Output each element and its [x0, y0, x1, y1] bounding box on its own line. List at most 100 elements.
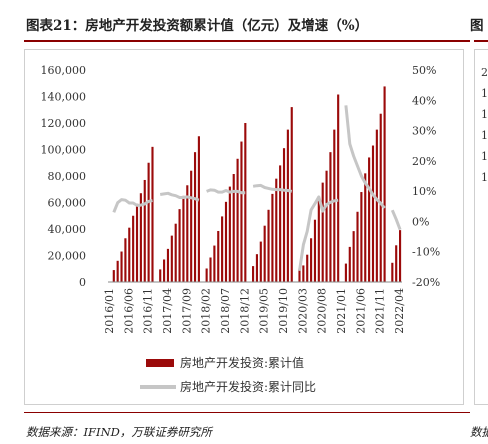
bar: [360, 192, 363, 282]
y-left-tick-labels: 0 20,000 40,000 60,000 80,000 100,000 120,000 1…: [41, 64, 87, 289]
bar: [135, 203, 139, 282]
legend-line-label: 房地产开发投资:累计同比: [180, 379, 316, 394]
bar: [120, 251, 123, 282]
next-chart-tick: 1: [481, 150, 488, 163]
footer-rule: [24, 412, 470, 413]
bar: [143, 179, 146, 282]
bar: [240, 141, 243, 282]
chart-panel: [24, 49, 464, 405]
x-tick: 2018/02: [200, 288, 213, 334]
x-tick: 2021/01: [335, 288, 348, 334]
y-right-tick: -20%: [412, 276, 440, 289]
bar: [193, 152, 197, 282]
y-right-tick: 20%: [412, 155, 436, 168]
bar: [221, 216, 224, 282]
y-right-tick: -10%: [412, 246, 440, 259]
next-title-underline: [474, 40, 488, 42]
bar: [163, 259, 166, 282]
bar: [159, 269, 162, 282]
bar: [124, 238, 127, 282]
x-tick: 2020/03: [296, 288, 309, 334]
next-chart-tick: 1: [481, 108, 488, 121]
source-note: 数据来源：IFIND，万联证券研究所: [26, 425, 212, 439]
bar: [190, 170, 193, 282]
bar: [375, 129, 378, 282]
x-tick: 2022/04: [393, 288, 406, 334]
bar: [395, 245, 398, 282]
bar: [174, 223, 177, 282]
y-left-tick: 120,000: [41, 117, 87, 130]
bar: [205, 268, 208, 282]
y-left-tick: 80,000: [48, 170, 87, 183]
legend-bar-label: 房地产开发投资:累计值: [180, 355, 304, 370]
bar: [282, 148, 286, 282]
bar: [325, 170, 328, 282]
bar: [128, 227, 131, 282]
bar: [337, 94, 340, 282]
yoy-line-segment: [252, 183, 293, 193]
x-tick: 2016/06: [122, 288, 135, 334]
bar: [209, 257, 212, 282]
bar: [383, 86, 386, 283]
bar: [116, 260, 119, 282]
bar: [275, 178, 278, 282]
y-left-tick: 0: [79, 276, 86, 289]
bar: [213, 245, 216, 282]
bar: [279, 165, 282, 282]
bar: [271, 193, 274, 282]
next-chart-tick: 1: [481, 87, 488, 100]
yoy-line-segment: [344, 105, 386, 210]
bar: [147, 162, 150, 282]
next-chart-ticks: 2 1 1 1 1 1: [481, 62, 488, 188]
bar: [333, 129, 336, 282]
bar: [132, 215, 135, 282]
bar: [290, 107, 293, 282]
bar: [313, 219, 317, 282]
bar: [170, 235, 173, 282]
yoy-line-segment: [206, 188, 246, 195]
x-tick-labels: 2016/01 2016/06 2016/11 2017/04 2017/09 2018/…: [103, 288, 406, 334]
bar: [224, 201, 228, 282]
next-chart-tick: 1: [481, 171, 488, 184]
x-tick: 2017/09: [180, 288, 193, 334]
bar: [368, 157, 371, 282]
bar: [371, 145, 375, 282]
bar: [217, 230, 220, 282]
title-bar: 图表21：房地产开发投资额累计值（亿元）及增速（%） 图: [0, 0, 488, 40]
bar: [236, 158, 239, 282]
yoy-line-segment: [298, 195, 339, 272]
bar-series: [112, 86, 402, 283]
bar: [348, 246, 351, 282]
y-left-tick: 60,000: [48, 197, 87, 210]
bar: [317, 199, 320, 282]
x-tick: 2018/07: [219, 288, 232, 334]
bar: [391, 262, 394, 282]
bar: [399, 230, 402, 282]
y-left-tick: 140,000: [41, 91, 87, 104]
title-underline: [24, 40, 470, 42]
bar: [364, 173, 367, 282]
bar: [263, 225, 266, 282]
y-right-tick-labels: -20% -10% 0% 10% 20% 30% 40% 50%: [412, 64, 440, 289]
y-left-tick: 100,000: [41, 144, 87, 157]
x-tick: 2016/01: [103, 288, 116, 334]
y-left-tick: 40,000: [48, 223, 87, 236]
yoy-line-segment: [159, 191, 200, 202]
bar: [379, 113, 382, 282]
x-tick: 2021/06: [354, 288, 367, 334]
bar: [166, 248, 170, 282]
x-tick: 2016/11: [142, 288, 155, 334]
bar: [112, 270, 115, 282]
line-series: [112, 105, 402, 272]
yoy-line-segment: [390, 209, 402, 231]
x-tick: 2020/08: [316, 288, 329, 334]
x-tick: 2019/05: [258, 288, 271, 334]
bar: [306, 254, 309, 282]
bar: [344, 263, 347, 282]
legend-bar-swatch: [146, 359, 174, 367]
x-tick: 2017/04: [161, 288, 174, 334]
bar: [321, 182, 324, 282]
bar: [252, 266, 255, 282]
bar: [228, 186, 231, 282]
